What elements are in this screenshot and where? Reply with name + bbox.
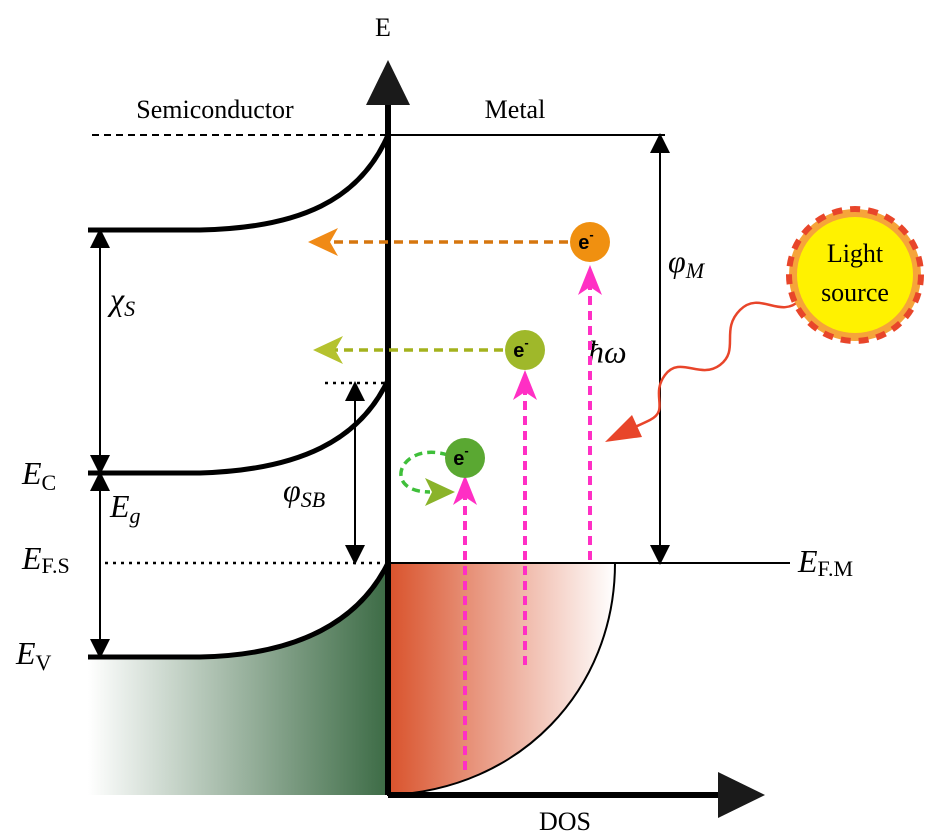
diagram: E DOS Semiconductor Metal EC EF.S EV EF.… (0, 0, 925, 839)
arrowhead (313, 336, 343, 364)
level-label: EF.M (797, 543, 853, 581)
sun (797, 217, 913, 333)
light-label: source (821, 278, 889, 307)
arrowhead (453, 475, 477, 505)
text-part: g (130, 503, 141, 528)
text-part: φ (668, 243, 686, 279)
quantity-label: Eg (109, 488, 141, 528)
text-part: E (21, 540, 42, 576)
arrowhead (513, 370, 537, 400)
light-label: Light (827, 239, 884, 268)
quantity-label: χS (107, 281, 135, 321)
text-part: e (513, 340, 524, 362)
region-label: Semiconductor (136, 95, 294, 124)
dos-fill (388, 563, 615, 795)
text-part: V (36, 650, 52, 675)
text-part: M (685, 258, 706, 283)
arrowhead (578, 265, 602, 295)
level-label: EF.S (21, 540, 70, 578)
text-part: F.S (42, 553, 70, 578)
conduction-band (88, 380, 388, 473)
energy-arrowhead (366, 60, 410, 105)
vacuum-band (88, 135, 388, 230)
region-label: Metal (485, 95, 546, 124)
level-label: EV (15, 635, 52, 675)
text-part: E (109, 488, 130, 524)
arrowhead (605, 415, 642, 442)
text-part: E (797, 543, 818, 579)
axis-label: E (375, 13, 391, 42)
text-part: F.M (818, 556, 854, 581)
text-part: E (21, 455, 42, 491)
level-label: EC (21, 455, 56, 495)
text-part: C (42, 470, 57, 495)
dos-arrowhead (718, 772, 765, 818)
text-part: - (464, 443, 468, 458)
axis-label: DOS (539, 807, 591, 836)
text-part: φ (283, 472, 301, 508)
text-part: e (578, 232, 589, 254)
quantity-label: φM (668, 243, 706, 283)
valence-fill (88, 563, 388, 795)
text-part: S (124, 296, 135, 321)
text-part: χ (107, 281, 125, 317)
text-part: E (15, 635, 36, 671)
quantity-label: φSB (283, 472, 325, 512)
quantity-label: ħω (588, 333, 627, 369)
arrowhead (308, 228, 338, 256)
text-part: - (524, 335, 528, 350)
light-wave (625, 300, 800, 432)
text-part: e (453, 448, 464, 470)
text-part: SB (301, 487, 325, 512)
text-part: - (589, 227, 593, 242)
